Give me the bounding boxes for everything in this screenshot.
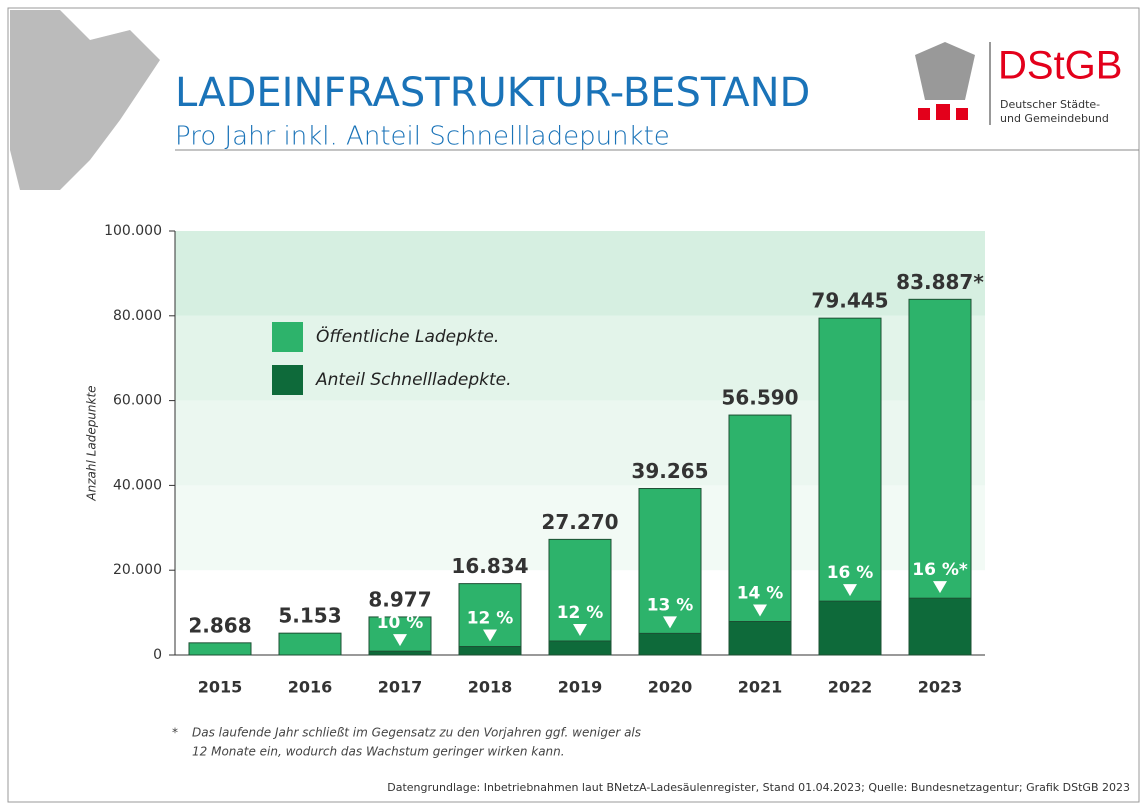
bar <box>818 317 882 656</box>
y-tick-label: 100.000 <box>104 223 162 239</box>
grid-band <box>175 231 985 316</box>
y-tick-label: 40.000 <box>113 477 162 493</box>
x-tick-label: 2015 <box>198 678 243 697</box>
share-label: 13 % <box>647 595 694 615</box>
share-pointer <box>483 629 497 642</box>
logo-icon <box>936 104 950 120</box>
logo-name: DStGB <box>998 44 1122 88</box>
share-label: 12 % <box>467 609 514 629</box>
value-label: 2.868 <box>188 613 251 637</box>
value-label: 83.887* <box>896 270 984 294</box>
share-pointer <box>573 624 587 637</box>
share-label: 14 % <box>737 584 784 604</box>
share-pointer <box>663 616 677 629</box>
bar <box>368 650 432 656</box>
value-label: 27.270 <box>541 510 618 534</box>
value-label: 8.977 <box>368 587 431 611</box>
share-label: 16 %* <box>912 560 968 580</box>
x-tick-label: 2017 <box>378 678 423 697</box>
bar <box>728 621 792 656</box>
share-label: 12 % <box>557 603 604 623</box>
value-label: 16.834 <box>451 554 528 578</box>
source: Datengrundlage: Inbetriebnahmen laut BNe… <box>387 781 1130 794</box>
bar <box>818 600 882 656</box>
logo-eagle <box>915 42 975 100</box>
bar <box>728 414 792 656</box>
y-tick-label: 20.000 <box>113 562 162 578</box>
legend-swatch <box>272 365 303 395</box>
x-tick-label: 2019 <box>558 678 603 697</box>
logo-text: und Gemeindebund <box>1000 112 1109 125</box>
footnote-mark: * <box>172 726 178 740</box>
logo: DStGB Deutscher Städte- und Gemeindebund <box>915 42 1122 125</box>
x-tick-label: 2016 <box>288 678 333 697</box>
y-tick-label: 60.000 <box>113 393 162 409</box>
legend-label: Öffentliche Ladepkte. <box>316 325 499 347</box>
x-tick-label: 2018 <box>468 678 513 697</box>
legend-label: Anteil Schnellladepkte. <box>315 370 512 390</box>
bar <box>638 632 702 656</box>
bar <box>908 597 972 656</box>
x-tick-label: 2022 <box>828 678 873 697</box>
footnote: 12 Monate ein, wodurch das Wachstum geri… <box>192 745 565 759</box>
x-tick-label: 2020 <box>648 678 693 697</box>
frame <box>7 7 1140 803</box>
title: LADEINFRASTRUKTUR-BESTAND <box>175 70 810 116</box>
value-label: 39.265 <box>631 459 708 483</box>
x-tick-label: 2023 <box>918 678 963 697</box>
y-tick-label: 80.000 <box>113 308 162 324</box>
x-tick-label: 2021 <box>738 678 783 697</box>
bar <box>458 583 522 656</box>
share-label: 10 % <box>377 613 424 633</box>
logo-text: Deutscher Städte- <box>1000 98 1100 111</box>
value-label: 79.445 <box>811 289 888 313</box>
share-pointer <box>753 604 767 617</box>
share-label: 16 % <box>827 563 874 583</box>
bar <box>548 538 612 656</box>
share-pointer <box>933 581 947 594</box>
logo-icon <box>956 108 968 120</box>
y-tick-label: 0 <box>153 647 162 663</box>
y-axis-label: Anzahl Ladepunkte <box>85 385 99 501</box>
bar <box>638 488 702 656</box>
share-pointer <box>393 634 407 647</box>
share-pointer <box>843 584 857 597</box>
subtitle: Pro Jahr inkl. Anteil Schnellladepunkte <box>175 122 670 152</box>
logo-icon <box>918 108 930 120</box>
bar <box>548 640 612 656</box>
bar <box>278 632 342 656</box>
bar <box>908 298 972 656</box>
eagle-watermark <box>10 10 160 190</box>
bar <box>458 646 522 656</box>
legend-swatch <box>272 322 303 352</box>
footnote: Das laufende Jahr schließt im Gegensatz … <box>192 726 641 740</box>
bar <box>188 642 252 656</box>
value-label: 56.590 <box>721 386 798 410</box>
value-label: 5.153 <box>278 604 341 628</box>
